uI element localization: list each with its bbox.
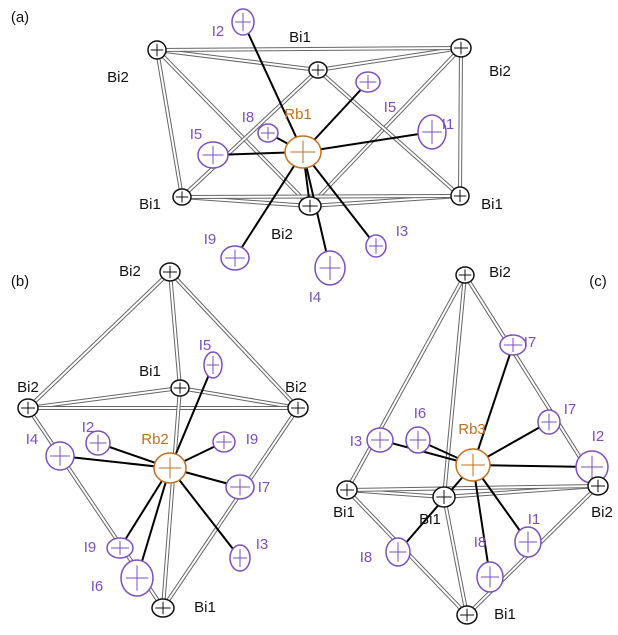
atom-label: Rb2: [141, 431, 169, 448]
rb-bond: [398, 465, 473, 552]
atom-label: Bi1: [481, 196, 503, 213]
atom-label: I8: [242, 109, 255, 126]
atom-label: Bi2: [119, 263, 141, 280]
atom-label: Bi2: [489, 63, 511, 80]
bi-bond-inner: [28, 272, 170, 408]
rb-bond: [473, 345, 513, 465]
atom-label: I2: [82, 419, 95, 436]
atom-label: Bi2: [489, 264, 511, 281]
rb-bond: [473, 465, 592, 467]
atom-label: I6: [414, 405, 427, 422]
atom-label: Bi1: [494, 606, 516, 623]
atom-label: Bi1: [139, 196, 161, 213]
bi-bond-inner: [460, 48, 461, 196]
atom-label: Bi1: [289, 29, 311, 46]
atom-label: I4: [26, 431, 39, 448]
atom-label: Bi1: [333, 504, 355, 521]
bi-bond-inner: [157, 50, 318, 70]
atom-label: I8: [474, 534, 487, 551]
atom-label: Rb3: [458, 421, 486, 438]
atom-label: Bi2: [271, 226, 293, 243]
panel-label: (b): [11, 273, 29, 290]
atom-label: Bi2: [107, 69, 129, 86]
atom-label: Bi1: [419, 511, 441, 528]
rb-bond: [303, 132, 432, 152]
atom-label: Bi1: [139, 363, 161, 380]
atom-label: I6: [91, 578, 104, 595]
atom-label: I4: [309, 289, 322, 306]
atom-label: I1: [442, 116, 455, 133]
bi-bond-inner: [163, 388, 180, 608]
atom-label: Rb1: [284, 106, 312, 123]
bi-bond-inner: [182, 70, 318, 197]
atom-label: I7: [564, 401, 577, 418]
atom-label: Bi2: [591, 504, 613, 521]
bonds: [28, 22, 598, 615]
atom-label: I7: [524, 334, 537, 351]
atom-label: I3: [350, 433, 363, 450]
atom-label: I8: [360, 549, 373, 566]
atom-label: I3: [396, 223, 409, 240]
atom-label: I2: [592, 428, 605, 445]
bi-bond-inner: [318, 48, 461, 70]
atom-label: I5: [199, 337, 212, 354]
bi-bond-inner: [170, 272, 180, 388]
structure-figure: (a) Bi2 Bi1 Bi2 I2 I5 I1 Rb1 I8 I5 Bi1 Bi1 Bi2 I9 I3 I4…: [0, 0, 618, 630]
atom-label: Bi1: [194, 599, 216, 616]
atom-label: I9: [204, 231, 217, 248]
atoms: (a) Bi2 Bi1 Bi2 I2 I5 I1 Rb1 I8 I5 Bi1 Bi1 Bi2 I9 I3 I4…: [11, 9, 613, 624]
panel-label: (a): [11, 9, 29, 26]
panel-label: (c): [589, 273, 607, 290]
atom-label: I1: [528, 511, 541, 528]
atom-label: I7: [258, 479, 271, 496]
atom-label: I9: [246, 431, 259, 448]
atom-label: I2: [212, 23, 225, 40]
rb-bond: [473, 465, 490, 577]
atom-label: Bi2: [17, 379, 39, 396]
atom-label: I3: [256, 536, 269, 553]
atom-label: Bi2: [285, 379, 307, 396]
bi-bond-inner: [182, 196, 460, 197]
atom-label: I5: [190, 126, 203, 143]
atom-label: I9: [84, 539, 97, 556]
atom-label: I5: [384, 99, 397, 116]
bi-bond-inner: [28, 388, 180, 408]
